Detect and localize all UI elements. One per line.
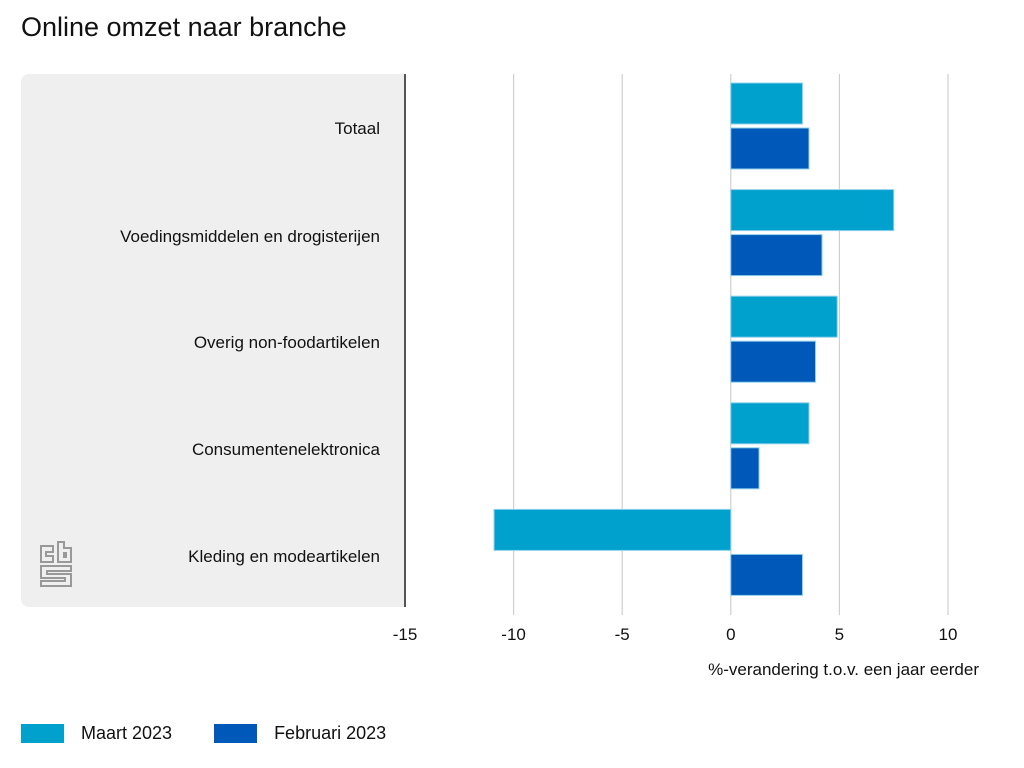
category-label: Kleding en modeartikelen — [188, 547, 380, 566]
x-axis-label: %-verandering t.o.v. een jaar eerder — [708, 660, 979, 679]
bar-maart — [730, 189, 895, 232]
category-label: Voedingsmiddelen en drogisterijen — [120, 227, 380, 246]
legend-label: Maart 2023 — [81, 723, 173, 743]
category-panel — [21, 74, 405, 607]
category-axis-line — [404, 74, 406, 607]
legend-swatch — [21, 724, 64, 743]
x-tick-label: -10 — [501, 625, 526, 644]
legend-item-maart: Maart 2023 — [21, 723, 172, 744]
chart-title: Online omzet naar branche — [21, 12, 347, 42]
bar-februari — [730, 127, 810, 170]
bar-februari — [730, 340, 817, 383]
x-tick-label: -5 — [615, 625, 630, 644]
bar-maart — [730, 402, 810, 445]
bar-maart — [730, 82, 803, 125]
bar-februari — [730, 234, 823, 277]
bar-maart — [493, 508, 732, 551]
legend-item-februari: Februari 2023 — [214, 723, 386, 744]
bar-februari — [730, 447, 760, 490]
bar-maart — [730, 295, 838, 338]
category-label: Consumentenelektronica — [191, 440, 380, 459]
legend: Maart 2023 Februari 2023 — [21, 723, 428, 744]
x-tick-label: 0 — [726, 625, 735, 644]
cbs-logo-icon — [38, 540, 74, 593]
x-tick-label: -15 — [393, 625, 418, 644]
x-tick-label: 10 — [939, 625, 958, 644]
category-label: Totaal — [334, 119, 380, 138]
x-tick-label: 5 — [835, 625, 844, 644]
category-label: Overig non-foodartikelen — [193, 333, 380, 352]
bar-februari — [730, 553, 803, 596]
legend-swatch — [214, 724, 258, 743]
legend-label: Februari 2023 — [274, 723, 387, 743]
